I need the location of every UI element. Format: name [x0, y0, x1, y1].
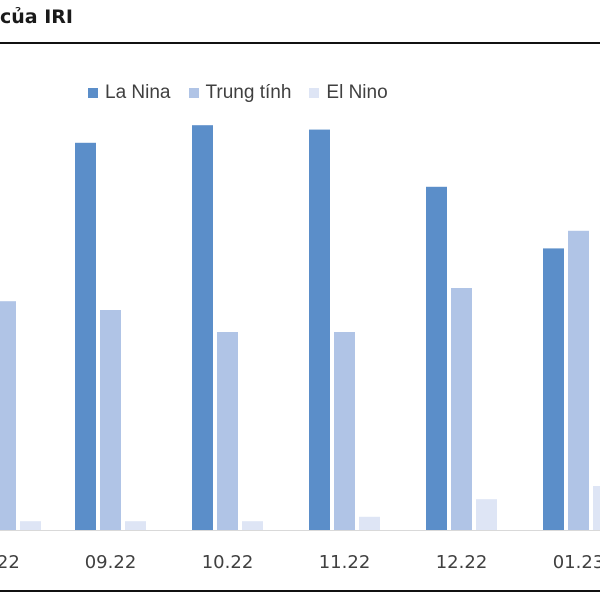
x-tick-label: 11.22 [319, 552, 371, 573]
bar-el-nino-11-22 [359, 516, 380, 530]
legend-swatch-trung-tinh [188, 88, 199, 98]
bar-la-nina-12-22 [426, 186, 447, 531]
legend-swatch-la-nina [88, 88, 98, 98]
legend: La Nina Trung tính El Nino [88, 82, 388, 104]
bar-la-nina-09-22 [75, 142, 96, 531]
bar-el-nino-12-22 [476, 499, 497, 530]
bar-la-nina-01-23 [543, 248, 564, 530]
bar-trung-tinh-08-22 [0, 301, 16, 530]
legend-item-el-nino: El Nino [309, 82, 388, 104]
bar-trung-tinh-01-23 [568, 230, 589, 531]
legend-label-la-nina: La Nina [105, 82, 171, 103]
top-rule [0, 42, 600, 44]
bar-el-nino-10-22 [242, 521, 263, 530]
bar-la-nina-11-22 [309, 129, 330, 530]
bar-la-nina-10-22 [192, 125, 213, 530]
legend-item-la-nina: La Nina [88, 82, 171, 104]
x-tick-label: 09.22 [85, 552, 137, 573]
legend-item-trung-tinh: Trung tính [188, 82, 292, 104]
x-tick-label: .22 [0, 552, 20, 573]
bar-trung-tinh-09-22 [100, 310, 121, 530]
bar-el-nino-09-22 [125, 521, 146, 530]
x-tick-label: 10.22 [202, 552, 254, 573]
legend-label-el-nino: El Nino [326, 82, 388, 103]
bar-trung-tinh-10-22 [217, 332, 238, 530]
legend-swatch-el-nino [309, 88, 320, 98]
bar-trung-tinh-12-22 [451, 288, 472, 530]
legend-label-trung-tinh: Trung tính [205, 82, 292, 103]
bottom-rule [0, 590, 600, 592]
bar-el-nino-01-23 [593, 486, 600, 530]
x-tick-label: 01.23 [553, 552, 600, 573]
chart-title: của IRI [0, 6, 73, 28]
bar-trung-tinh-11-22 [334, 332, 355, 530]
x-tick-label: 12.22 [436, 552, 488, 573]
bar-el-nino-08-22 [20, 521, 41, 530]
